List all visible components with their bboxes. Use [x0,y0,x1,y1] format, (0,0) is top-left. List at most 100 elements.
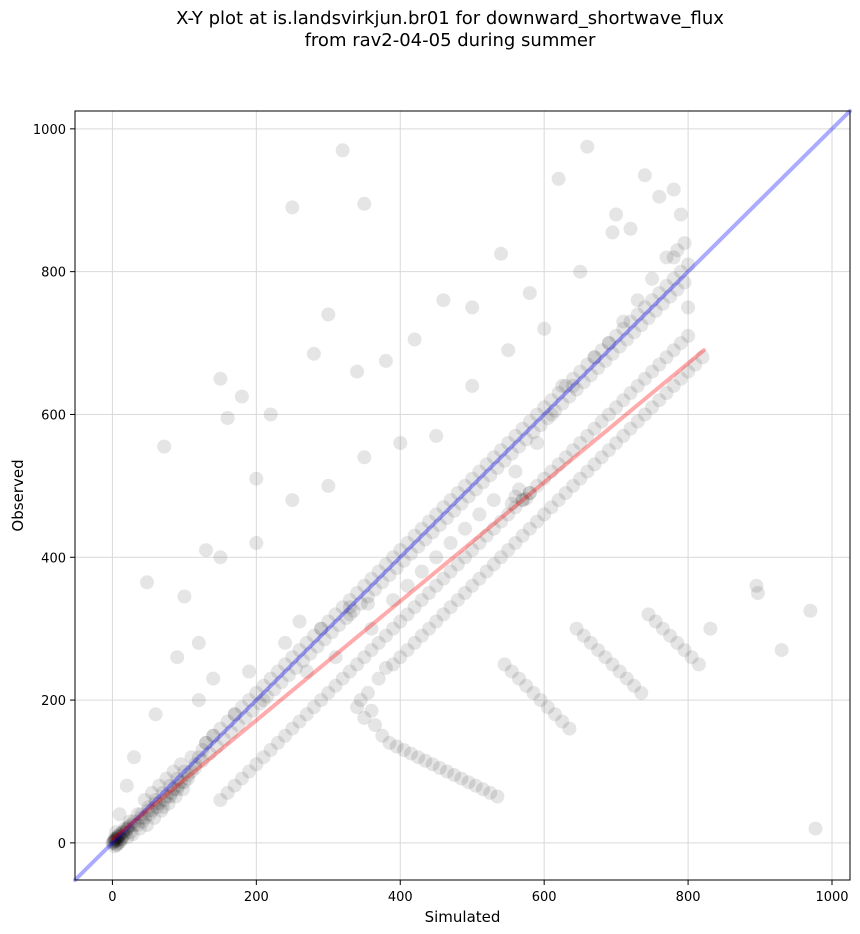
scatter-point [119,821,134,836]
scatter-point [159,789,174,804]
scatter-point [666,271,681,286]
scatter-point [526,685,541,700]
x-axis-label: Simulated [425,908,501,926]
scatter-point [634,685,649,700]
scatter-point [530,407,544,422]
scatter-point [378,660,393,675]
scatter-point [188,760,203,775]
scatter-point [396,553,411,568]
scatter-point [306,346,321,361]
scatter-point [609,207,624,222]
scatter-point [346,603,361,618]
scatter-point [504,496,519,511]
scatter-point [321,478,336,493]
scatter-point [263,671,278,686]
scatter-point [157,439,172,454]
scatter-point [299,635,314,650]
scatter-point [411,750,426,765]
scatter-point [461,489,476,504]
scatter-point [199,735,213,750]
scatter-point [429,507,444,522]
scatter-point [573,364,588,379]
scatter-point [115,825,130,840]
scatter-point [292,643,307,658]
scatter-point [537,471,552,486]
scatter-point [238,710,253,725]
scatter-point [130,807,145,822]
scatter-point [299,707,314,722]
scatter-point [245,703,260,718]
scatter-point [619,332,634,347]
scatter-point [677,275,692,290]
scatter-point [161,796,176,811]
scatter-point [350,586,365,600]
scatter-point [148,796,163,811]
scatter-point [609,400,624,415]
scatter-point [411,539,426,554]
scatter-point [472,536,487,550]
plot-frame [74,110,851,881]
scatter-point [504,446,519,461]
scatter-point [155,785,170,800]
x-tick-label: 600 [532,890,557,905]
scatter-point [170,650,185,665]
scatter-point [109,838,124,852]
x-tick-label: 1000 [815,890,848,905]
scatter-point [566,443,580,458]
scatter-point [188,757,203,772]
scatter-point [684,650,699,665]
scatter-point [666,250,681,265]
scatter-point [328,607,343,622]
scatter-point [486,493,501,508]
scatter-point [407,332,422,347]
scatter-point [303,646,318,661]
scatter-point [576,375,591,390]
scatter-point [382,735,397,750]
scatter-point [494,246,508,261]
scatter-point [181,771,195,786]
scatter-point [461,775,476,790]
scatter-point [663,289,678,304]
scatter-point [285,200,300,215]
scatter-point [145,785,159,800]
scatter-point [537,400,552,415]
y-tick-label: 600 [41,408,66,423]
scatter-point [339,611,354,625]
x-tick-label: 800 [676,890,701,905]
scatter-point [281,668,296,683]
scatter-point [407,528,422,543]
scatter-point [414,521,429,536]
scatter-point [191,693,206,708]
scatter-point [555,396,570,411]
scatter-point [508,464,523,479]
y-tick-label: 400 [41,551,66,566]
scatter-point [108,833,123,847]
scatter-point [641,607,656,622]
scatter-point [127,818,141,832]
x-tick-label: 0 [108,890,116,905]
scatter-point [443,493,458,508]
scatter-point [116,828,131,843]
scatter-point [249,536,264,550]
scatter-point [458,586,472,600]
scatter-point [436,607,451,622]
scatter-point [106,835,121,850]
scatter-point [670,635,685,650]
scatter-point [107,839,122,854]
scatter-point [123,825,138,840]
scatter-point [170,782,185,797]
scatter-point [465,471,480,486]
scatter-point [267,682,282,697]
scatter-point [414,593,429,608]
scatter-point [645,364,660,379]
scatter-point [609,436,624,450]
scatter-point [468,778,483,793]
scatter-point [573,471,588,486]
scatter-point [655,621,670,636]
x-tick-label: 200 [244,890,269,905]
scatter-point [670,282,685,297]
scatter-point [249,757,264,772]
scatter-point [119,823,134,837]
scatter-point [479,528,494,543]
scatter-point [605,657,620,672]
